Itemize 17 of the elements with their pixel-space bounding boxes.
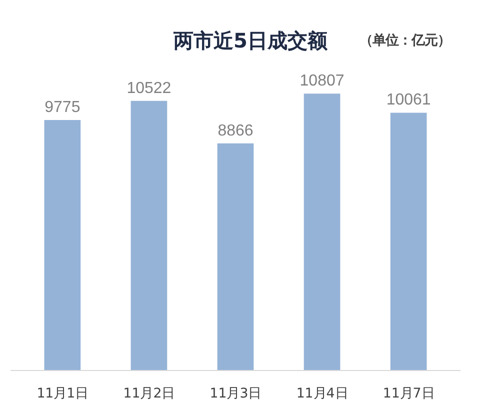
x-tick-label: 11月1日	[36, 386, 88, 402]
data-label: 10061	[386, 92, 431, 109]
bar	[304, 94, 340, 370]
data-label: 10522	[126, 80, 172, 97]
x-tick-label: 11月3日	[210, 386, 262, 402]
bar	[130, 100, 168, 370]
bar	[217, 143, 254, 370]
data-label: 8866	[218, 122, 254, 140]
x-tick-label: 11月2日	[123, 386, 175, 402]
text: （单位：亿元）	[360, 32, 450, 48]
data-label: 10807	[300, 72, 344, 90]
bar	[44, 120, 81, 370]
x-tick-label: 11月7日	[382, 386, 434, 402]
chart-title: 两市近5日成交额	[172, 28, 328, 52]
bar	[390, 112, 427, 370]
x-tick-label: 11月4日	[296, 386, 348, 402]
data-label: 9775	[44, 99, 80, 116]
